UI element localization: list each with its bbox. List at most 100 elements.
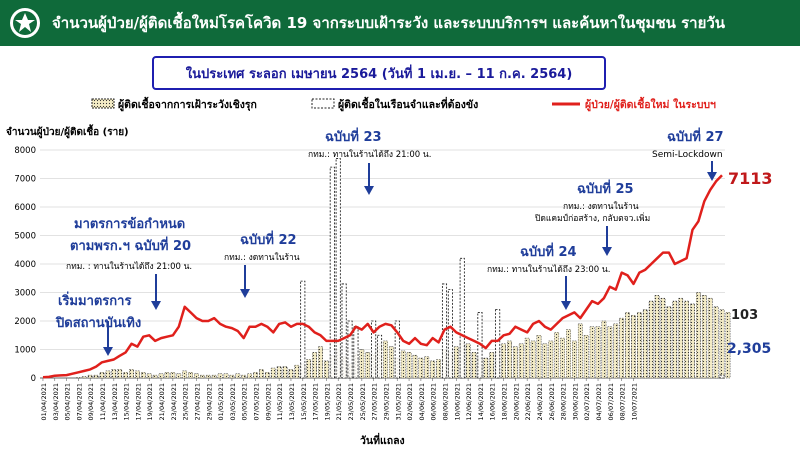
bar-active-surveillance [229, 374, 235, 379]
x-tick-label: 31/05/2021 [394, 383, 402, 420]
bar-active-surveillance [654, 295, 660, 379]
bar-active-surveillance [536, 335, 542, 379]
x-tick-label: 19/04/2021 [146, 383, 154, 420]
x-tick-label: 05/04/2021 [64, 383, 72, 420]
legend-label-bar: ผู้ติดเชื้อจากการเฝ้าระวังเชิงรุก [118, 96, 257, 112]
x-tick-label: 27/05/2021 [371, 383, 379, 420]
annotation-25-note2: ปิดแคมป์ก่อสร้าง, กลับตจว.เพิ่ม [535, 212, 651, 224]
bar-active-surveillance [666, 306, 672, 379]
bar-active-surveillance [93, 374, 99, 379]
bar-active-surveillance [270, 367, 276, 379]
bar-active-surveillance [583, 335, 589, 379]
x-tick-label: 23/05/2021 [347, 383, 355, 420]
bar-active-surveillance [129, 369, 134, 379]
bar-active-surveillance [678, 297, 684, 379]
legend-swatch-bar [91, 98, 115, 109]
bar-active-surveillance [696, 292, 701, 379]
bar-active-surveillance [200, 374, 205, 379]
bar-active-surveillance [672, 300, 678, 379]
x-tick-label: 02/07/2021 [583, 383, 591, 420]
bar-prison [495, 309, 501, 379]
x-tick-label: 29/04/2021 [205, 383, 213, 420]
x-tick-label: 27/04/2021 [193, 383, 201, 420]
bar-active-surveillance [123, 372, 129, 379]
x-tick-label: 18/06/2021 [501, 383, 509, 420]
bar-active-surveillance [253, 372, 258, 379]
bar-active-surveillance [152, 374, 158, 379]
x-tick-label: 04/07/2021 [595, 383, 603, 420]
ministry-logo-icon [10, 8, 40, 38]
bar-active-surveillance [719, 309, 725, 379]
x-tick-label: 12/06/2021 [465, 383, 473, 420]
x-tick-label: 14/06/2021 [477, 383, 485, 420]
bar-prison [300, 280, 306, 379]
x-tick-label: 09/05/2021 [264, 383, 272, 420]
x-tick-label: 22/06/2021 [524, 383, 532, 420]
x-tick-label: 30/06/2021 [571, 383, 579, 420]
bar-active-surveillance [471, 352, 477, 379]
bar-prison [353, 326, 359, 379]
bar-prison [719, 374, 725, 379]
end-label-bar: 2,305 [727, 341, 771, 357]
bar-active-surveillance [566, 329, 571, 379]
x-tick-label: 26/06/2021 [548, 383, 556, 420]
y-tick-label: 5000 [14, 232, 36, 242]
x-tick-label: 08/07/2021 [619, 383, 627, 420]
bar-active-surveillance [636, 312, 642, 379]
bar-active-surveillance [530, 340, 536, 379]
bar-active-surveillance [430, 360, 436, 379]
series-line-new-cases [42, 174, 723, 379]
bar-active-surveillance [595, 326, 601, 379]
x-tick-label: 29/05/2021 [382, 383, 390, 420]
x-tick-label: 10/07/2021 [630, 383, 638, 420]
bar-active-surveillance [205, 374, 211, 379]
bar-active-surveillance [524, 337, 530, 379]
x-tick-label: 28/06/2021 [560, 383, 568, 420]
x-tick-label: 04/06/2021 [418, 383, 426, 420]
bar-active-surveillance [135, 370, 140, 379]
annotation-22-title: ฉบับที่ 22 [240, 230, 297, 248]
y-tick-label: 8000 [14, 146, 36, 156]
bar-active-surveillance [158, 373, 164, 379]
legend-label-line: ผู้ป่วย/ผู้ติดเชื้อใหม่ ในระบบฯ [585, 96, 716, 112]
bar-active-surveillance [99, 372, 105, 379]
x-tick-label: 06/06/2021 [430, 383, 438, 420]
annotation-27-title: ฉบับที่ 27 [667, 127, 724, 145]
x-tick-label: 01/05/2021 [217, 383, 225, 420]
annotation-20-title2: ตามพรก.ฯ ฉบับที่ 20 [70, 236, 191, 254]
bar-active-surveillance [701, 295, 707, 379]
bar-prison [371, 320, 377, 379]
annotation-entertainment-arrowhead [103, 347, 113, 356]
bar-active-surveillance [223, 373, 229, 379]
bar-active-surveillance [518, 343, 524, 379]
bar-active-surveillance [501, 343, 506, 379]
bar-active-surveillance [725, 312, 731, 379]
bar-active-surveillance [601, 320, 607, 379]
bar-active-surveillance [512, 346, 518, 379]
bar-active-surveillance [412, 354, 418, 379]
x-tick-label: 20/06/2021 [512, 383, 520, 420]
bar-prison [377, 334, 383, 379]
bar-prison [347, 320, 353, 379]
x-tick-label: 11/05/2021 [276, 383, 284, 420]
x-tick-label: 25/04/2021 [182, 383, 190, 420]
x-tick-label: 03/04/2021 [52, 383, 60, 420]
x-tick-label: 17/05/2021 [312, 383, 320, 420]
header-title: จำนวนผู้ป่วย/ผู้ติดเชื้อใหม่โรคโควิด 19 … [52, 14, 726, 32]
annotation-22-arrowhead [240, 289, 250, 298]
x-tick-label: 09/04/2021 [87, 383, 95, 420]
bar-active-surveillance [707, 297, 713, 379]
bar-active-surveillance [235, 373, 241, 379]
bar-prison [394, 320, 400, 379]
bar-active-surveillance [318, 346, 323, 379]
bar-active-surveillance [312, 352, 317, 379]
x-tick-label: 05/05/2021 [241, 383, 249, 420]
bar-active-surveillance [146, 373, 152, 379]
x-tick-label: 21/04/2021 [158, 383, 166, 420]
bar-active-surveillance [418, 357, 424, 379]
bar-active-surveillance [276, 366, 282, 379]
bar-active-surveillance [81, 376, 87, 379]
bar-active-surveillance [170, 372, 176, 379]
legend: ผู้ติดเชื้อจากการเฝ้าระวังเชิงรุก ผู้ติด… [91, 96, 716, 112]
bar-active-surveillance [483, 357, 489, 379]
